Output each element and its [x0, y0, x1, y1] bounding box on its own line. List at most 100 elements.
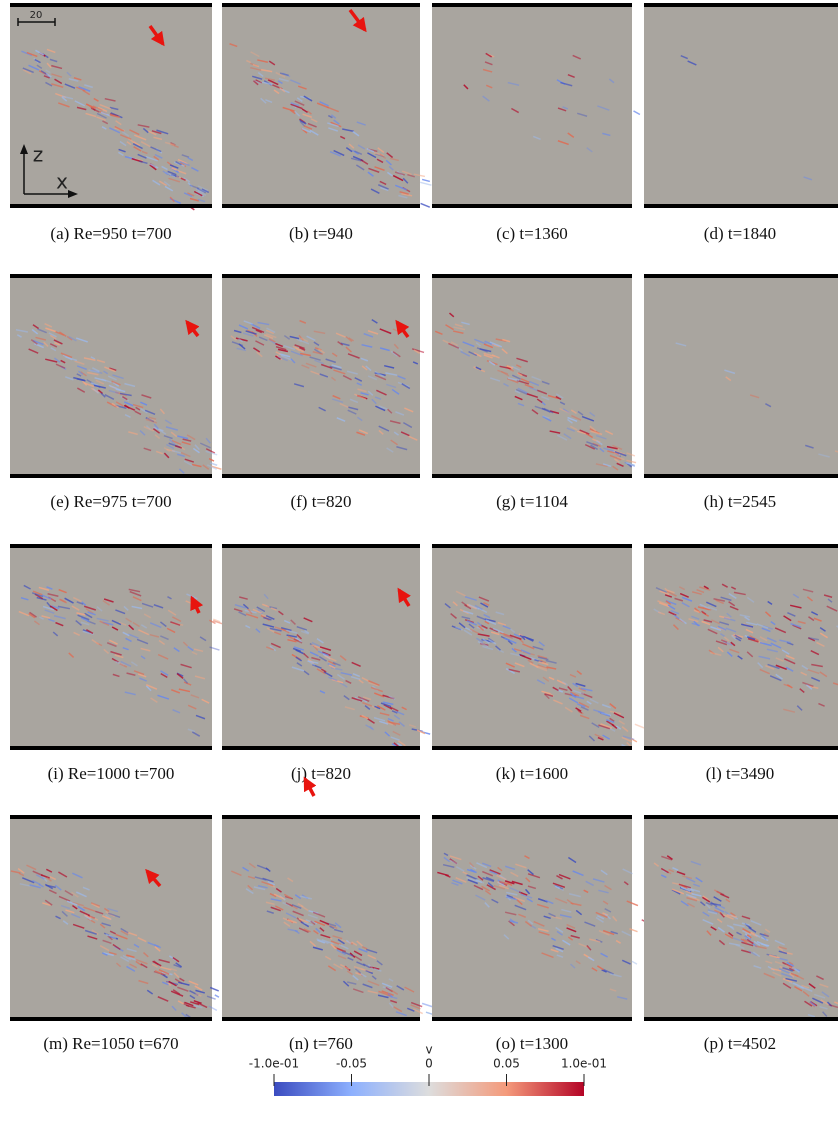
z-label: z: [33, 143, 44, 167]
texture: [125, 931, 138, 937]
texture: [45, 868, 53, 873]
texture: [550, 948, 559, 953]
texture: [307, 122, 317, 128]
texture: [410, 1004, 421, 1010]
texture: [369, 725, 375, 731]
texture: [151, 130, 162, 135]
texture: [786, 684, 793, 689]
texture: [10, 870, 21, 874]
texture: [102, 621, 114, 626]
texture: [506, 377, 519, 384]
texture: [514, 904, 527, 911]
texture: [280, 627, 292, 632]
texture: [696, 588, 705, 594]
texture: [352, 149, 360, 155]
texture: [543, 407, 554, 414]
texture: [713, 896, 722, 902]
wall-bottom: [644, 1017, 838, 1021]
texture: [365, 365, 372, 372]
texture: [785, 666, 794, 672]
texture: [385, 721, 394, 726]
texture: [312, 946, 323, 951]
texture: [23, 584, 31, 590]
texture: [532, 135, 541, 140]
texture: [261, 880, 274, 887]
texture: [448, 342, 460, 349]
texture: [273, 89, 280, 95]
texture: [752, 951, 761, 958]
colorbar-tick-label: 0.05: [493, 1057, 520, 1071]
texture: [80, 617, 91, 623]
texture: [450, 341, 459, 347]
texture: [293, 383, 305, 388]
texture: [461, 615, 471, 620]
texture: [161, 165, 168, 171]
texture: [181, 1012, 188, 1019]
texture: [108, 127, 121, 134]
texture: [339, 402, 349, 409]
texture: [507, 640, 513, 646]
texture: [66, 71, 72, 77]
texture: [295, 637, 302, 643]
texture: [482, 870, 494, 877]
texture: [726, 612, 732, 618]
texture: [336, 417, 346, 422]
texture: [347, 981, 357, 985]
texture: [416, 729, 426, 735]
wall-top: [10, 3, 212, 7]
texture: [193, 1000, 202, 1005]
texture: [475, 366, 482, 371]
texture: [702, 896, 711, 903]
texture: [300, 921, 310, 928]
texture: [374, 371, 385, 378]
texture: [509, 634, 522, 640]
texture: [788, 972, 795, 978]
texture: [796, 705, 803, 711]
texture: [720, 596, 732, 602]
texture: [282, 901, 292, 907]
panel-caption: (b) t=940: [289, 224, 353, 243]
panel-caption: (j) t=820: [291, 764, 351, 783]
texture: [770, 621, 776, 626]
texture: [238, 611, 247, 617]
texture: [275, 355, 281, 360]
texture: [305, 919, 318, 925]
texture: [195, 714, 206, 720]
texture: [491, 354, 500, 359]
panel-image: [222, 277, 420, 475]
texture: [572, 682, 579, 688]
texture: [360, 968, 372, 973]
texture: [174, 445, 183, 449]
texture: [586, 945, 592, 951]
panel-caption: (h) t=2545: [704, 492, 776, 511]
texture: [506, 365, 514, 369]
texture: [331, 364, 342, 369]
texture: [265, 99, 273, 104]
texture: [17, 867, 25, 874]
texture: [135, 958, 148, 965]
texture: [366, 148, 375, 153]
texture: [107, 907, 119, 913]
texture: [589, 938, 601, 943]
texture: [561, 680, 568, 686]
texture: [51, 605, 60, 610]
texture: [792, 593, 800, 599]
texture: [373, 967, 382, 972]
texture: [746, 596, 755, 603]
texture: [443, 852, 449, 857]
texture: [298, 927, 309, 933]
texture: [524, 855, 530, 860]
texture: [589, 411, 596, 417]
texture: [606, 445, 618, 450]
texture: [347, 409, 357, 415]
texture: [329, 365, 342, 371]
texture: [362, 696, 372, 701]
texture: [556, 930, 563, 936]
texture: [455, 590, 466, 597]
wall-top: [432, 3, 632, 7]
texture: [183, 460, 194, 467]
texture: [541, 395, 550, 401]
texture: [333, 369, 346, 375]
panel-caption: (l) t=3490: [706, 764, 775, 783]
texture: [118, 621, 127, 626]
